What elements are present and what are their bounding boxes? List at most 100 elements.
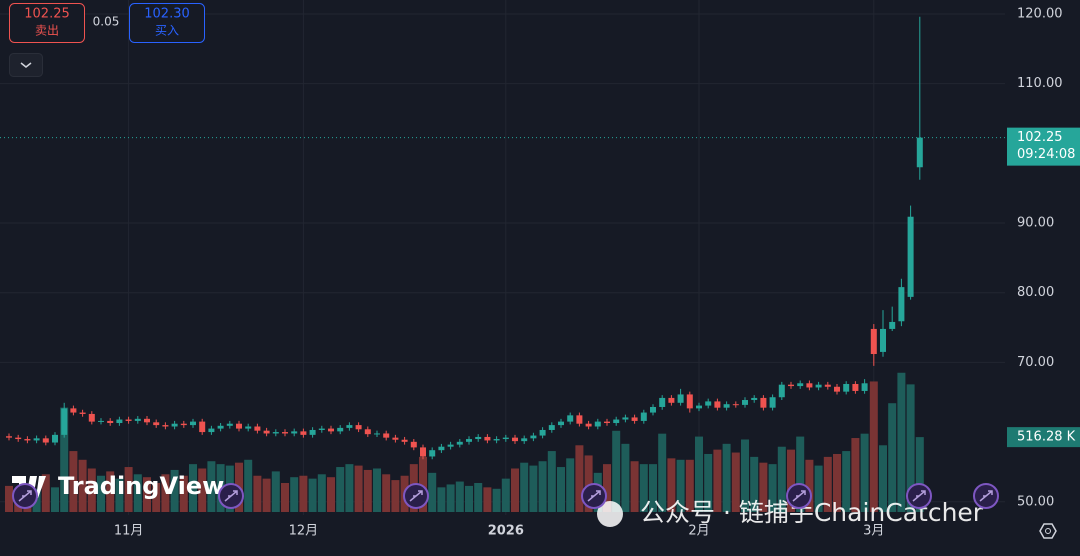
spread: 0.05 [93,15,120,29]
candle-body [880,328,886,352]
event-icon-glyph [979,490,993,502]
candle-body [843,383,850,392]
event-icon-glyph [792,490,806,502]
candle-body [107,420,114,424]
candle-body [61,408,68,435]
x-tick-label: 11月 [114,524,144,539]
volume-bar [327,477,335,512]
buy-button[interactable] [129,3,205,43]
candle-body [217,425,224,429]
watermark-source: 公众号 · 链捕手ChainCatcher [640,498,984,527]
candle-body [116,419,123,424]
volume-bar [759,462,768,512]
settings [1039,523,1057,539]
volume-bar [603,464,611,512]
sell-price: 102.25 [24,7,70,22]
volume-bar [492,488,501,512]
volume-bar [428,472,437,512]
volume-bar [161,474,170,512]
candle-body [282,432,288,434]
volume-bar [888,403,897,512]
candle-body [834,386,840,392]
volume-bar [419,456,427,512]
x-tick-label: 2月 [688,524,709,539]
candle-body [512,437,518,442]
volume-bar [777,446,786,512]
candle-body [604,421,610,424]
candle-body [15,437,22,440]
candle-body [438,446,445,451]
volume-bar [787,449,795,512]
candle-body [300,431,307,435]
candle-body [677,394,684,403]
volume-bar [511,468,519,512]
settings-button[interactable] [1039,523,1057,539]
volume-bar [281,482,289,512]
volume-bar [805,459,814,512]
volume-bar [639,464,648,512]
volume-bar [584,455,593,512]
candle-body [852,383,859,391]
wechat-icon [597,501,623,527]
candle-body [622,417,629,420]
candle-body [530,435,537,439]
volume-bar [547,451,556,512]
volume-bar [271,471,280,512]
candle-body [162,425,169,427]
candle-body [392,437,399,440]
volume-bar [446,484,455,512]
y-tick-label: 110.00 [1017,76,1063,91]
event-icon-glyph [224,490,238,502]
volume-bar [60,407,69,512]
candle-body [815,384,822,388]
candle-body [502,437,509,440]
price-tag-value: 102.25 [1017,130,1063,145]
collapse-button[interactable] [9,53,43,77]
watermark-brand: TradingView [58,472,224,500]
candle-body [134,418,141,421]
candle-body [171,423,178,427]
volume-bar [842,451,851,512]
volume-bar [879,445,887,512]
volume-bar [833,453,841,512]
volume-bar [106,471,115,512]
volume-bar [391,480,400,512]
candle-body [696,405,702,409]
volume-bar [731,452,740,512]
sell-button[interactable] [9,3,85,43]
volume-bar [704,453,713,512]
candle-body [861,383,868,391]
event-icon-glyph [912,490,926,502]
candle-body [447,444,454,447]
volume-bar [198,468,207,512]
candle-body [484,436,491,441]
volume-bar [685,459,694,512]
volume-bar [814,465,823,512]
volume-bar [308,478,317,512]
candle-body [493,439,500,441]
volume-bar [5,485,13,512]
candle-body [466,439,472,442]
candle-body [226,423,233,426]
candle-body [778,384,785,398]
volume-bar [483,487,492,512]
volume-bar [474,482,483,512]
volume-bar [373,468,381,512]
candle-body [208,428,215,433]
volume-bar [437,487,446,512]
candle-body [558,421,564,426]
volume-bar [336,467,345,512]
price-tag [1007,127,1080,166]
volume-bar [860,433,869,512]
candle-body [650,406,656,413]
overlay: TradingView 公众号 · 链捕手ChainCatcher [12,472,999,527]
candle-body [309,429,316,435]
candle-body [42,438,49,443]
candle-body [364,429,371,435]
volume-bar [906,384,915,512]
volume-bar [520,462,529,512]
volume-bar [750,456,759,512]
volume-bar [290,477,299,512]
volume-bar [538,461,547,512]
